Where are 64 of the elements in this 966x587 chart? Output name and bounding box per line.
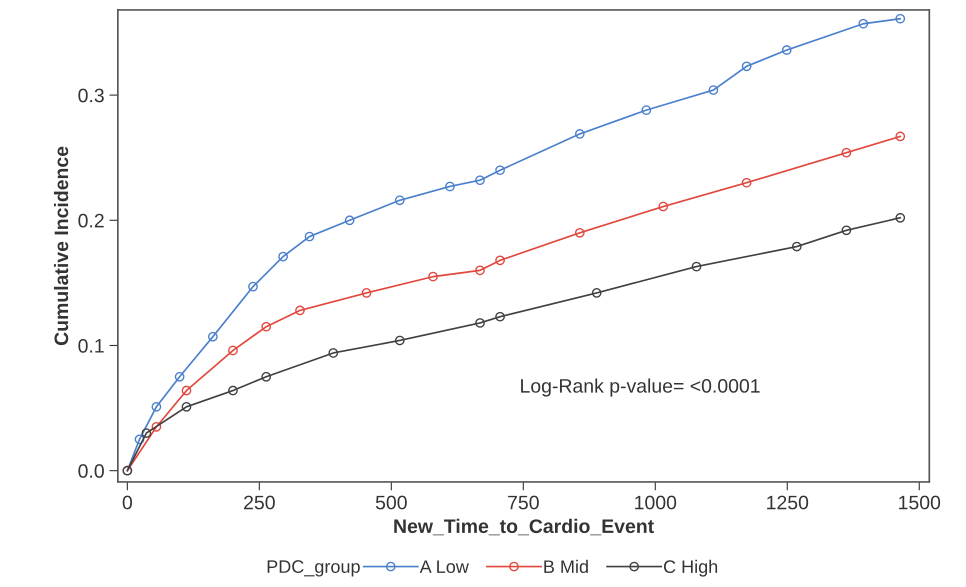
point bbox=[495, 255, 505, 266]
point bbox=[182, 402, 192, 412]
point bbox=[304, 232, 314, 242]
legend-label: A Low bbox=[420, 560, 469, 574]
x-tick-label: 1000 bbox=[635, 496, 676, 510]
point bbox=[842, 225, 852, 236]
point bbox=[248, 282, 258, 292]
point bbox=[174, 372, 184, 382]
point bbox=[895, 132, 906, 142]
point bbox=[394, 195, 405, 206]
point bbox=[708, 85, 718, 95]
x-tick-label: 500 bbox=[376, 496, 407, 510]
point bbox=[142, 428, 152, 438]
y-tick-label: 0.2 bbox=[78, 214, 104, 228]
legend-title: PDC_group bbox=[268, 560, 360, 577]
point bbox=[895, 14, 906, 24]
x-tick-label: 250 bbox=[244, 496, 275, 510]
point bbox=[592, 288, 602, 298]
annotation: Log-Rank p-value= <0.0001 bbox=[521, 378, 760, 397]
point bbox=[658, 202, 668, 212]
x-tick-label: 750 bbox=[508, 496, 539, 510]
point bbox=[742, 61, 752, 72]
point bbox=[895, 212, 906, 223]
point bbox=[182, 386, 192, 396]
legend-label: B Mid bbox=[544, 560, 588, 574]
point bbox=[641, 105, 652, 115]
point bbox=[475, 266, 485, 276]
point bbox=[495, 312, 505, 322]
point bbox=[261, 322, 272, 332]
y-tick-label: 0.1 bbox=[78, 338, 104, 353]
point bbox=[858, 18, 868, 29]
point bbox=[362, 288, 372, 298]
point bbox=[261, 372, 272, 382]
point bbox=[574, 228, 585, 238]
point bbox=[574, 129, 585, 139]
point bbox=[842, 148, 852, 158]
point bbox=[152, 422, 162, 432]
point bbox=[228, 346, 238, 356]
point bbox=[692, 262, 702, 272]
point bbox=[394, 336, 405, 346]
point bbox=[208, 332, 218, 342]
point bbox=[782, 45, 792, 55]
point bbox=[328, 348, 338, 358]
point bbox=[428, 272, 438, 282]
x-tick-label: 0 bbox=[122, 496, 132, 510]
point bbox=[152, 402, 162, 412]
y-tick-label: 0.0 bbox=[78, 464, 104, 478]
point bbox=[495, 165, 505, 176]
y-tick-label: 0.3 bbox=[78, 88, 104, 102]
point bbox=[228, 386, 238, 396]
y-axis-title: Cumulative Incidence bbox=[54, 146, 68, 346]
point bbox=[344, 215, 354, 226]
point bbox=[278, 252, 288, 262]
point bbox=[742, 178, 752, 188]
legend-label: C High bbox=[664, 560, 718, 577]
point bbox=[445, 182, 455, 192]
x-axis-title: New_Time_to_Cardio_Event bbox=[394, 518, 654, 536]
point bbox=[295, 306, 305, 316]
x-tick-label: 1500 bbox=[899, 496, 940, 510]
point bbox=[792, 242, 802, 252]
point bbox=[134, 434, 144, 444]
point bbox=[475, 318, 485, 328]
x-tick-label: 1250 bbox=[767, 496, 808, 510]
point bbox=[475, 175, 485, 186]
